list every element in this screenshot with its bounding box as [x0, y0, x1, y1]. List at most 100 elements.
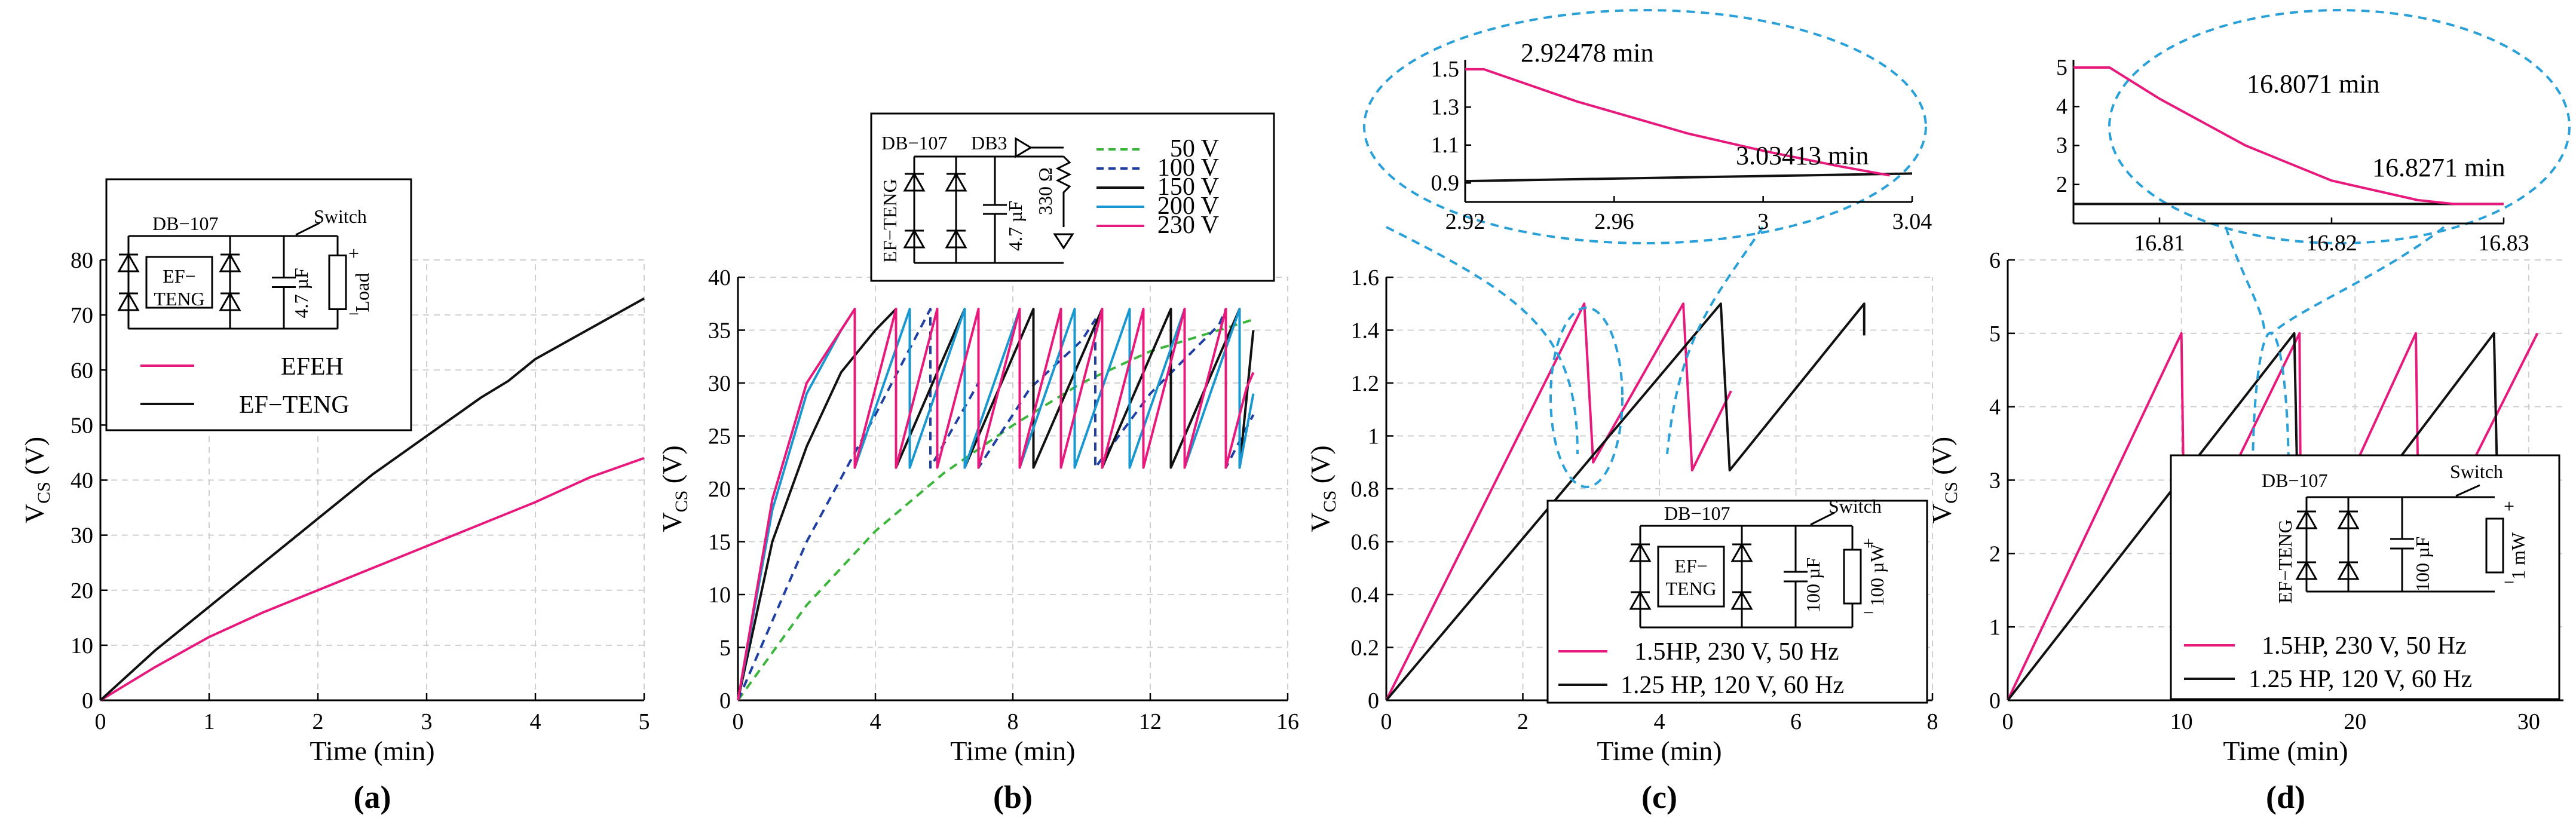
capacitor-label: 100 µF [2412, 537, 2433, 592]
y-label-sub: CS [1941, 482, 1961, 504]
y-label-sub: CS [34, 482, 54, 504]
series-line-230-v [737, 308, 1255, 701]
y-tick-label: 50 [71, 413, 93, 438]
y-label-unit: (V) [1305, 445, 1336, 490]
y-tick-label: 10 [708, 583, 731, 608]
x-tick-label: 0 [2002, 709, 2014, 734]
x-tick-label: 12 [1139, 709, 1162, 734]
source-label: EF− [163, 265, 195, 287]
x-tick-label: 10 [2170, 709, 2193, 734]
zoom-annotation: 16.8271 min [2372, 153, 2505, 182]
source-label: TENG [154, 288, 204, 310]
legend-label: 230 V [1157, 212, 1219, 239]
legend: DB−107 EF−TENG 100 µF 100 µW+ − Switch 1.5HP, … [1546, 495, 1928, 704]
zoom-series-magenta [1465, 68, 1890, 177]
x-tick-label: 20 [2344, 709, 2366, 734]
panel-label: (b) [993, 779, 1033, 815]
diode-icon [2337, 560, 2360, 580]
load-label: Load [351, 273, 373, 313]
diode-icon [1629, 542, 1652, 562]
diode-icon [945, 171, 967, 192]
y-tick-label: 30 [708, 371, 731, 396]
switch-icon [2455, 484, 2480, 497]
circuit-schematic: DB−107 EF−TENG 4.7 µF Load + − Switch [117, 206, 373, 330]
legend-box [870, 112, 1275, 282]
zoom-y-tick-label: 0.9 [1431, 170, 1460, 195]
x-axis-label: Time (min) [950, 736, 1075, 766]
panel-b: 0 4 8 12 16 0 5 10 15 20 25 30 35 40 Time (min) (b) VCS … [657, 112, 1299, 815]
y-tick-label: 1 [1989, 615, 2001, 640]
legend-label: 1.25 HP, 120 V, 60 Hz [2249, 666, 2472, 693]
y-label-sub: CS [1320, 491, 1340, 513]
x-tick-label: 16 [1276, 709, 1299, 734]
circuit-schematic: DB−107 100 µF EF−TENG 1 mW + − Switch [2262, 461, 2529, 604]
y-tick-label: 15 [708, 530, 731, 555]
x-tick-label: 1 [204, 709, 215, 734]
zoom-callout-line [2269, 226, 2445, 336]
x-tick-label: 0 [733, 709, 744, 734]
panel-c: 0 2 4 6 8 0 0.2 0.4 0.6 0.8 1 1.2 1.4 1.6 Time (min) (c… [1305, 9, 1938, 815]
zoom-callout-ellipse [1363, 9, 1927, 244]
series-line-1-25-hp-120-v-60-hz [1385, 302, 1866, 701]
switch-label: Switch [1828, 495, 1882, 517]
switch-icon [1810, 511, 1835, 526]
zoom-y-tick-label: 5 [2056, 55, 2067, 80]
switch-icon [295, 222, 320, 236]
y-tick-label: 80 [71, 248, 93, 273]
zoom-y-tick-label: 4 [2056, 94, 2067, 119]
y-tick-label: 40 [708, 265, 731, 290]
y-tick-label: 1 [1368, 424, 1379, 449]
diac-icon [1015, 137, 1033, 158]
y-tick-label: 6 [1989, 248, 2001, 273]
source-label: EF−TENG [879, 179, 900, 263]
y-tick-label: 1.2 [1351, 371, 1380, 396]
y-tick-label: 10 [71, 633, 93, 658]
minus-sign: − [348, 303, 359, 324]
y-tick-label: 2 [1989, 541, 2001, 566]
zoom-x-tick-label: 2.96 [1594, 209, 1634, 234]
diode-icon [2337, 509, 2360, 529]
legend-label: 100 V [1157, 154, 1219, 182]
x-tick-label: 30 [2517, 709, 2540, 734]
x-tick-label: 8 [1007, 709, 1019, 734]
y-tick-label: 35 [708, 318, 731, 344]
zoom-y-tick-label: 1.1 [1431, 133, 1460, 158]
y-tick-label: 60 [71, 358, 93, 383]
panel-label: (a) [354, 779, 391, 815]
circuit-schematic: DB−107 DB3 4.7 µF EF−TENG 330 Ω [879, 132, 1074, 264]
diode-icon [903, 171, 926, 192]
y-axis-label: VCS (V) [19, 437, 54, 523]
x-axis-label: Time (min) [310, 736, 434, 766]
zoom-callout-line [1666, 226, 1764, 455]
zoom-callout-line [2225, 226, 2266, 335]
series-line-50-v [737, 318, 1254, 701]
legend-box [2170, 454, 2560, 700]
x-tick-label: 0 [95, 709, 106, 734]
y-tick-label: 30 [71, 523, 93, 549]
zoom-inset: 2.92 2.96 3 3.04 0.9 1.1 1.3 1.5 2.92478 min 3.03… [1363, 9, 1932, 455]
y-label-sub: CS [672, 491, 691, 513]
diode-icon [903, 228, 926, 249]
y-tick-label: 70 [71, 303, 93, 328]
switch-label: Switch [314, 206, 367, 227]
y-axis-label: VCS (V) [1305, 445, 1340, 532]
y-tick-label: 0 [1368, 688, 1379, 713]
zoom-series-black [1465, 172, 1913, 183]
x-axis-label: Time (min) [2223, 736, 2348, 766]
legend: DB−107 EF−TENG 4.7 µF Load + − Switch EFEH EF−TE… [105, 178, 412, 431]
legend-label: 1.25 HP, 120 V, 60 Hz [1621, 672, 1844, 699]
circuit-schematic: DB−107 EF−TENG 100 µF 100 µW+ − Switch [1629, 495, 1888, 629]
source-label: TENG [1665, 578, 1716, 599]
resistor-label: 330 Ω [1034, 167, 1056, 215]
source-label: EF−TENG [2274, 519, 2296, 604]
diode-icon [2295, 509, 2318, 529]
load-label: 1 mW [2507, 532, 2529, 580]
zoom-annotation: 16.8071 min [2247, 69, 2379, 99]
zoom-y-tick-label: 2 [2056, 172, 2067, 197]
zoom-x-tick-label: 16.83 [2478, 231, 2529, 256]
capacitor-label: 4.7 µF [1004, 201, 1026, 251]
x-tick-label: 3 [421, 709, 433, 734]
y-tick-label: 0 [1989, 688, 2001, 713]
